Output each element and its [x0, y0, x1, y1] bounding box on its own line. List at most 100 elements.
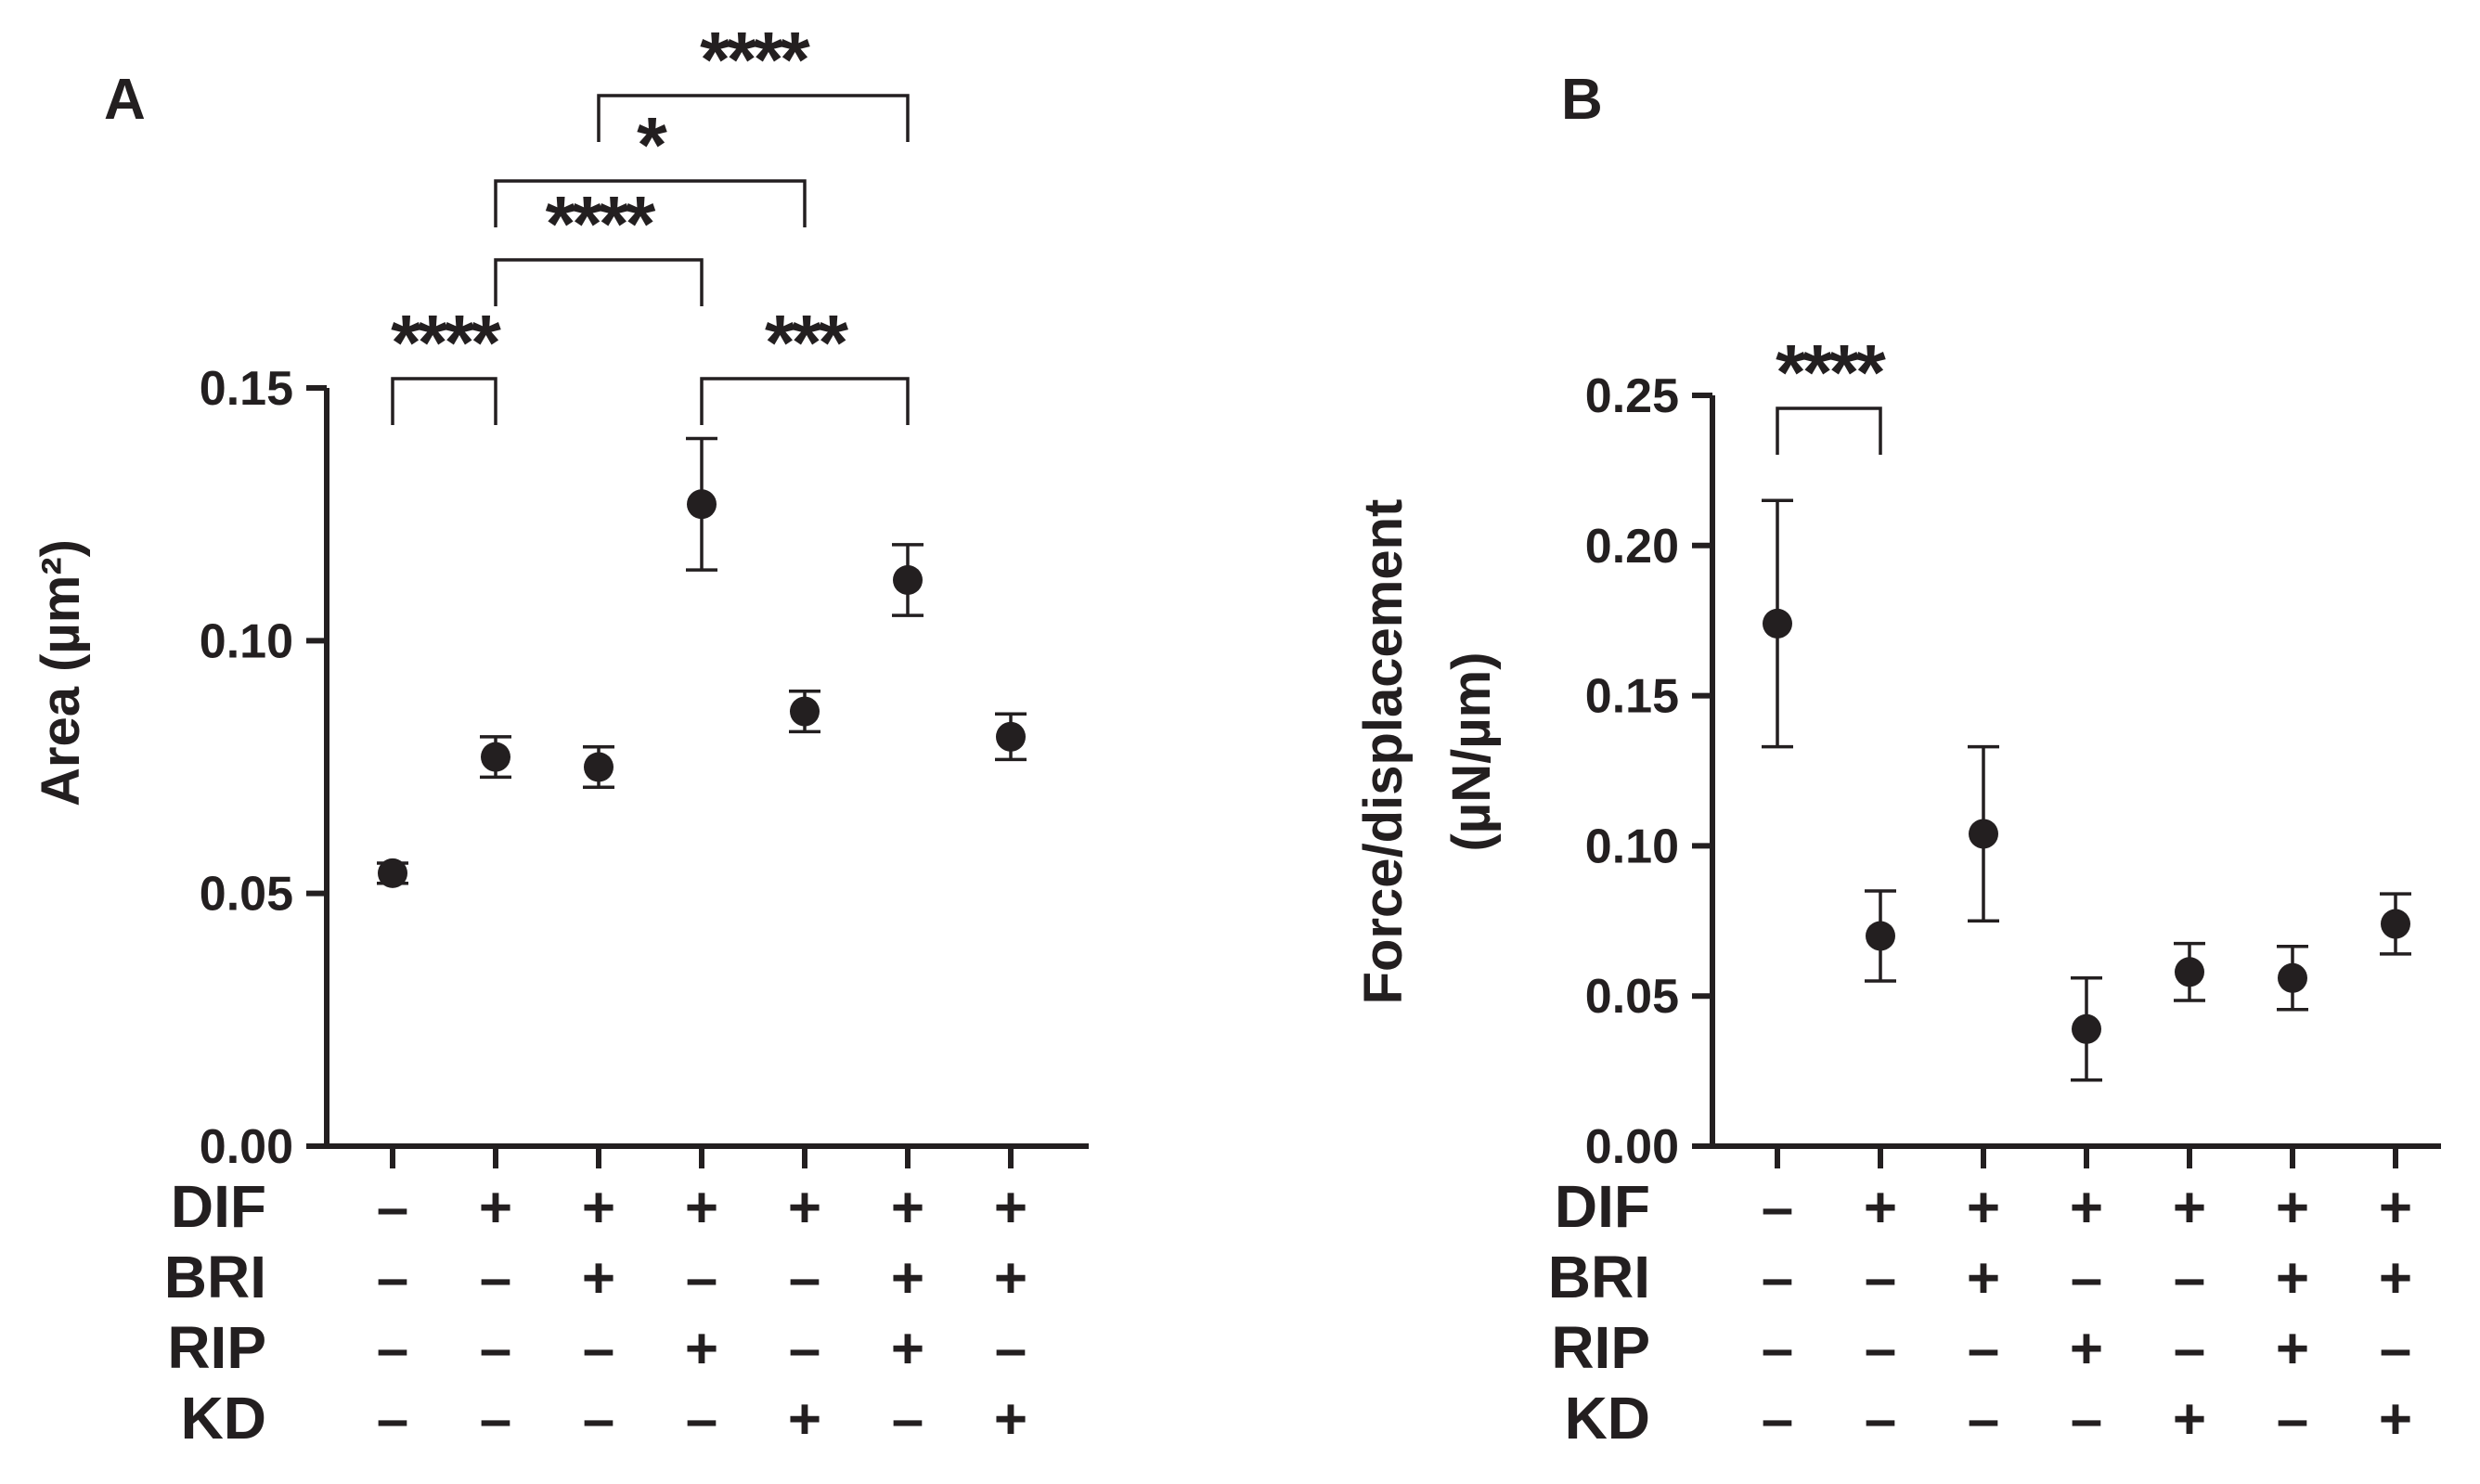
panel-a-condition-sign: – — [377, 1246, 408, 1310]
panel-b-condition-sign: – — [1865, 1246, 1896, 1310]
panel-a-condition-sign: + — [994, 1246, 1027, 1310]
panel-b-data-point — [1763, 608, 1792, 639]
panel-b-data-point — [1969, 819, 1998, 849]
panel-a-condition-sign: + — [685, 1176, 718, 1240]
panel-a-data-point — [996, 721, 1026, 752]
panel-b-data-point — [2175, 957, 2204, 987]
panel-b-label: B — [1561, 68, 1603, 132]
panel-b-condition-sign: – — [2071, 1246, 2102, 1310]
panel-a-condition-sign: + — [891, 1176, 924, 1240]
panel-a-y-axis-title: Area (µm²) — [31, 539, 91, 807]
panel-b-condition-sign: – — [1968, 1317, 1999, 1381]
panel-a-data-point — [481, 742, 510, 772]
panel-a-data-point — [584, 752, 614, 782]
panel-a-condition-sign: + — [582, 1246, 615, 1310]
panel-b-condition-sign: + — [1967, 1246, 2000, 1310]
panel-b-condition-sign: – — [2071, 1387, 2102, 1452]
panel-b-y-tick-label: 0.10 — [1585, 819, 1679, 873]
panel-b-row-label: KD — [1565, 1385, 1650, 1452]
panel-b-condition-sign: – — [1865, 1387, 1896, 1452]
panel-b-y-tick-label: 0.05 — [1585, 970, 1679, 1024]
panel-a-data-point — [378, 858, 407, 888]
panel-a-row-label: KD — [181, 1385, 266, 1452]
panel-a-label: A — [104, 68, 146, 132]
panel-b-condition-sign: – — [2174, 1317, 2205, 1381]
panel-a-condition-sign: + — [994, 1176, 1027, 1240]
panel-a-significance-stars: * — [637, 101, 667, 188]
panel-a-condition-sign: – — [789, 1246, 820, 1310]
panel-b-y-axis-title-line1: Force/displacement — [1353, 499, 1414, 1005]
panel-b-condition-sign: – — [1762, 1317, 1793, 1381]
panel-a-row-label: BRI — [164, 1244, 266, 1310]
panel-b-condition-sign: – — [1762, 1246, 1793, 1310]
panel-a-condition-sign: + — [582, 1176, 615, 1240]
panel-b-condition-sign: + — [2276, 1176, 2309, 1240]
panel-b-significance-stars: **** — [1776, 329, 1886, 416]
panel-b-condition-sign: + — [2276, 1246, 2309, 1310]
panel-a-condition-sign: – — [377, 1176, 408, 1240]
panel-a-y-tick-label: 0.05 — [200, 868, 293, 922]
panel-b-condition-sign: + — [2070, 1317, 2103, 1381]
panel-a-condition-sign: + — [994, 1387, 1027, 1452]
panel-b: B Force/displacement (µN/µm) — [1353, 68, 2441, 1149]
panel-a-condition-sign: + — [788, 1176, 821, 1240]
panel-a-condition-sign: – — [995, 1317, 1027, 1381]
panel-a: A Area (µm²) — [31, 68, 1089, 1149]
panel-a-condition-sign: + — [891, 1317, 924, 1381]
panel-b-significance-bracket — [1776, 406, 1882, 455]
panel-a-condition-sign: – — [789, 1317, 820, 1381]
panel-a-significance-stars: **** — [546, 180, 656, 267]
panel-b-condition-sign: + — [1864, 1176, 1897, 1240]
panel-a-condition-sign: – — [686, 1387, 717, 1452]
panel-b-row-label: RIP — [1551, 1314, 1650, 1381]
panel-b-data-point — [1866, 921, 1895, 951]
panel-a-condition-sign: – — [480, 1317, 511, 1381]
panel-a-significance-bracket — [494, 179, 807, 227]
panel-a-significance-bracket — [391, 377, 497, 425]
panel-a-data-point — [893, 564, 923, 595]
panel-b-y-tick-label: 0.00 — [1585, 1120, 1679, 1174]
panel-b-condition-sign: + — [2173, 1176, 2206, 1240]
panel-b-condition-sign: + — [2379, 1387, 2412, 1452]
panel-a-condition-sign: – — [377, 1317, 408, 1381]
panel-a-row-label: DIF — [171, 1173, 266, 1240]
panel-a-data-point — [687, 489, 717, 520]
panel-a-condition-sign: – — [377, 1387, 408, 1452]
panel-a-condition-sign: – — [480, 1246, 511, 1310]
panel-b-y-tick-label: 0.25 — [1585, 369, 1679, 423]
panel-b-condition-sign: + — [2070, 1176, 2103, 1240]
panel-b-condition-sign: + — [2276, 1317, 2309, 1381]
panel-b-y-tick-label: 0.20 — [1585, 520, 1679, 574]
panel-b-condition-sign: + — [2173, 1387, 2206, 1452]
panel-a-condition-sign: – — [480, 1387, 511, 1452]
panel-b-condition-sign: + — [1967, 1176, 2000, 1240]
panel-b-condition-sign: – — [1968, 1387, 1999, 1452]
panel-a-data-point — [790, 696, 820, 727]
panel-b-y-tick-label: 0.15 — [1585, 670, 1679, 724]
panel-b-condition-sign: – — [2174, 1246, 2205, 1310]
panel-b-row-label: DIF — [1555, 1173, 1650, 1240]
panel-b-condition-sign: – — [1762, 1387, 1793, 1452]
panel-b-condition-sign: + — [2379, 1176, 2412, 1240]
panel-b-data-point — [2381, 909, 2410, 939]
panel-a-y-tick-label: 0.10 — [200, 614, 293, 668]
panel-a-significance-stars: *** — [765, 299, 848, 386]
panel-a-y-tick-label: 0.15 — [200, 362, 293, 416]
panel-a-significance-bracket — [494, 258, 704, 306]
panel-b-condition-sign: + — [2379, 1246, 2412, 1310]
panel-b-y-axis-title-line2: (µN/µm) — [1441, 652, 1502, 851]
panel-a-y-tick-label: 0.00 — [200, 1120, 293, 1174]
panel-a-condition-sign: – — [583, 1387, 614, 1452]
panel-a-condition-sign: – — [583, 1317, 614, 1381]
panel-a-condition-sign: + — [891, 1246, 924, 1310]
panel-a-condition-sign: + — [479, 1176, 512, 1240]
panel-b-condition-sign: – — [2277, 1387, 2308, 1452]
panel-a-significance-bracket — [597, 94, 910, 142]
panel-a-row-label: RIP — [167, 1314, 266, 1381]
panel-a-condition-sign: + — [788, 1387, 821, 1452]
panel-b-row-label: BRI — [1548, 1244, 1650, 1310]
panel-b-condition-sign: – — [2380, 1317, 2411, 1381]
panel-a-condition-sign: – — [892, 1387, 924, 1452]
